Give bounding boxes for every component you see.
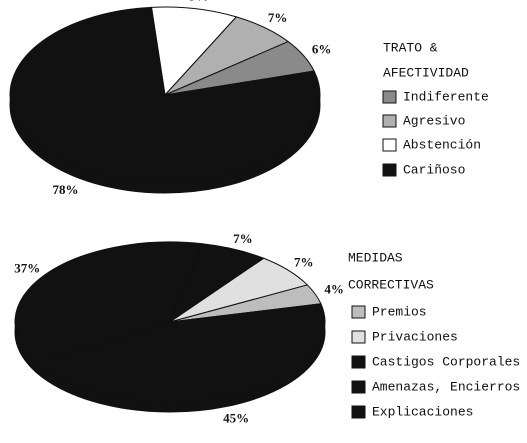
legend-label: Abstención [403,137,481,152]
legend-swatch [351,305,366,319]
legend-title: CORRECTIVAS [348,277,434,292]
pie-slice [14,241,203,365]
legend-swatch [351,330,366,344]
pie-slice [36,303,326,403]
value-label: 9% [189,0,209,3]
legend-swatch [382,114,397,128]
legend-title: AFECTIVIDAD [383,65,469,80]
value-label: 4% [324,281,344,296]
value-label: 7% [268,10,288,25]
legend-swatch [351,355,366,369]
legend-label: Agresivo [403,113,465,128]
legend-swatch [382,90,397,104]
value-label: 78% [53,182,79,197]
value-label: 7% [233,231,253,246]
legend-label: Cariñoso [403,162,465,177]
legend-swatch [351,405,366,419]
legend-label: Explicaciones [372,404,473,419]
value-label: 45% [223,411,249,426]
legend-title: TRATO & [383,40,438,55]
legend-title: MEDIDAS [348,250,403,265]
legend-swatch [351,380,366,394]
value-label: 7% [294,255,314,270]
legend-swatch [382,138,397,152]
legend-label: Amenazas, Encierros [372,379,520,394]
legend-label: Premios [372,304,427,319]
value-label: 6% [312,41,332,56]
pie-slice [9,6,321,184]
legend-label: Castigos Corporales [372,354,520,369]
legend-label: Privaciones [372,329,458,344]
value-label: 37% [14,261,40,276]
legend-label: Indiferente [403,89,489,104]
legend-swatch [382,163,397,177]
pie-slice [150,6,238,97]
